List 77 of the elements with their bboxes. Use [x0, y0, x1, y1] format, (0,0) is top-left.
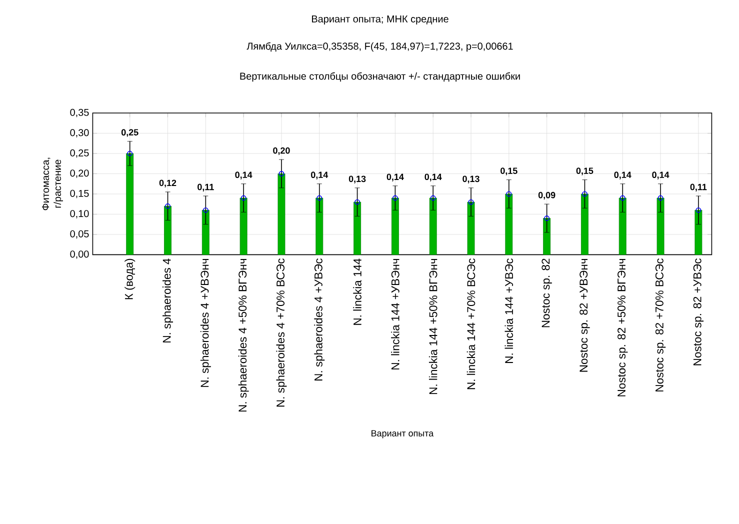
data-label: 0,15 [500, 168, 518, 176]
x-tick-label: N. linckia 144 +УВЭнч [391, 259, 400, 370]
y-tick-label: 0,25 [70, 149, 89, 158]
x-tick-label: N. linckia 144 +50% ВГЭнч [428, 259, 438, 394]
point [468, 199, 474, 205]
data-label: 0,14 [652, 172, 670, 180]
x-tick-label: Nostoc sp. 82 +50% ВГЭнч [618, 259, 628, 396]
bar [581, 194, 588, 255]
bar [656, 198, 664, 255]
bar [240, 198, 248, 255]
point [620, 195, 626, 201]
text: Вертикальные столбцы обозначают +/- стандартные ошибки [240, 72, 520, 82]
bar [316, 198, 324, 255]
x-tick-label: N. linckia 144 +70% ВСЭс [466, 258, 476, 390]
bar [164, 206, 172, 255]
data-label: 0,14 [311, 172, 328, 180]
data-label: 0,15 [576, 168, 594, 176]
y-tick-label: 0,05 [70, 230, 89, 239]
point [430, 195, 436, 201]
point [165, 203, 170, 209]
y-tick-label: 0,20 [70, 170, 89, 178]
y-tick-label: 0,35 [70, 108, 89, 118]
point [278, 171, 284, 176]
bar [391, 198, 399, 255]
y-tick-label: 0,00 [70, 250, 89, 259]
data-label: 0,12 [159, 180, 176, 188]
data-label: 0,20 [273, 147, 290, 156]
data-label: 0,14 [424, 174, 442, 182]
x-tick-label: N. sphaeroides 4 [162, 258, 173, 342]
chart-subtitle: Лямбда Уилкса=0,35358, F(45, 184,97)=1,7223, p=0,00661 [246, 42, 513, 52]
bar [618, 198, 626, 255]
x-tick-label: Nostoc sp. 82 [542, 258, 552, 328]
x-axis-title: Вариант опыта [372, 430, 434, 438]
data-label: 0,09 [538, 192, 556, 200]
data-label: 0,13 [348, 176, 366, 184]
x-tick-label: Nostoc sp. 82 +УВЭс [693, 258, 704, 366]
point [392, 195, 398, 201]
x-tick-label: N. sphaeroides 4 +50% ВГЭнч [238, 259, 249, 412]
bar [543, 218, 551, 255]
x-tick-label: N. sphaeroides 4 +70% ВСЭс [276, 258, 287, 407]
x-tick-label: N. linckia 144 +УВЭс [504, 258, 514, 363]
bar [429, 198, 437, 255]
x-tick-label: К (вода) [124, 258, 136, 300]
y-axis-title: Фитомасса, г/растение [42, 158, 63, 210]
data-label: 0,14 [386, 174, 404, 182]
point [240, 195, 246, 201]
bar [505, 194, 513, 255]
data-label: 0,11 [198, 184, 214, 192]
point [354, 199, 360, 205]
y-tick-label: 0,10 [70, 210, 89, 218]
data-label: 0,11 [690, 184, 707, 192]
point [696, 207, 702, 213]
bar [202, 210, 210, 255]
bar [694, 210, 702, 255]
bar [278, 174, 286, 255]
x-tick-label: Nostoc sp. 82 +70% ВСЭс [655, 258, 666, 392]
bar [126, 153, 134, 255]
chart-title: Вариант опыта; МНК средние [312, 16, 448, 24]
point [316, 195, 322, 201]
x-tick-label: N. linckia 144 [353, 258, 362, 325]
y-tick-label: 0,15 [70, 190, 89, 198]
point [202, 207, 208, 213]
data-label: 0,14 [235, 172, 252, 180]
point [506, 191, 512, 197]
x-tick-label: Nostoc sp. 82 +УВЭнч [580, 259, 590, 372]
point [544, 216, 550, 221]
x-tick-label: N. sphaeroides 4 +УВЭнч [200, 259, 211, 387]
data-label: 0,25 [121, 129, 138, 137]
point [658, 195, 664, 201]
bar [467, 202, 475, 255]
data-label: 0,14 [614, 172, 632, 180]
bar [354, 202, 361, 255]
y-tick-label: 0,30 [70, 129, 89, 138]
x-tick-label: N. sphaeroides 4 +УВЭс [314, 258, 325, 380]
point [582, 191, 588, 197]
point [127, 150, 133, 156]
data-label: 0,13 [462, 176, 480, 184]
